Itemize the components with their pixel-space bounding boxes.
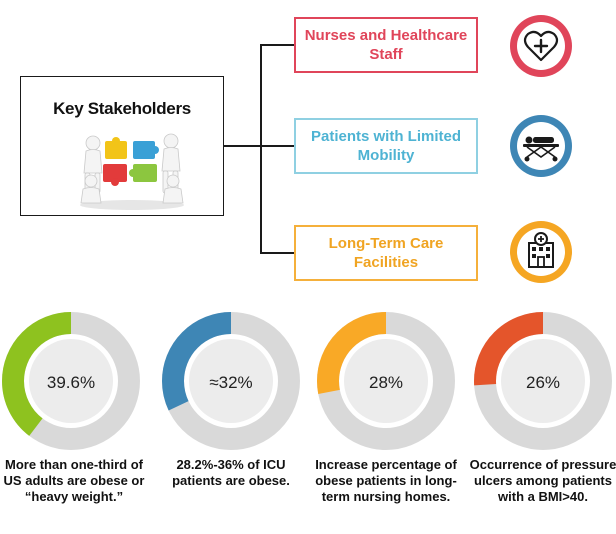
- stat-caption-4: Occurrence of pressure ulcers among pati…: [469, 457, 616, 504]
- donut-arc: [317, 312, 455, 450]
- key-stakeholders-box: Key Stakeholders: [20, 76, 224, 216]
- stakeholder-ltc-label: Long-Term Care Facilities: [328, 235, 444, 271]
- connector-line-patients: [260, 145, 294, 147]
- stat-donut-3: 28%: [317, 312, 455, 450]
- stat-donut-4: 26%: [474, 312, 612, 450]
- donut-inner: [189, 339, 273, 423]
- donut-inner: [344, 339, 428, 423]
- stakeholder-nurses-box: Nurses and Healthcare Staff: [294, 17, 478, 73]
- connector-line-nurses: [260, 44, 294, 46]
- donut-arc: [474, 312, 612, 450]
- stat-value: 26%: [526, 373, 560, 392]
- stretcher-icon: [510, 115, 572, 177]
- stat-caption-1: More than one-third of US adults are obe…: [3, 457, 145, 504]
- stakeholder-nurses-label: Nurses and Healthcare Staff: [304, 27, 468, 63]
- stat-value: ≈32%: [209, 373, 252, 392]
- stat-caption-2: 28.2%-36% of ICU patients are obese.: [172, 457, 290, 488]
- donut-arc: [162, 312, 300, 450]
- key-stakeholders-title: Key Stakeholders: [53, 99, 191, 118]
- stat-donut-1: 39.6%: [2, 312, 140, 450]
- stakeholder-ltc-box: Long-Term Care Facilities: [294, 225, 478, 281]
- stat-caption-3: Increase percentage of obese patients in…: [315, 457, 457, 504]
- heart-icon: [510, 15, 572, 77]
- stat-value: 28%: [369, 373, 403, 392]
- stat-donut-2: ≈32%: [162, 312, 300, 450]
- connector-line-main: [224, 145, 261, 147]
- donut-inner: [501, 339, 585, 423]
- puzzle-people-illustration: [80, 133, 184, 210]
- stakeholder-patients-label: Patients with Limited Mobility: [310, 128, 461, 164]
- hospital-icon: [510, 221, 572, 283]
- donut-inner: [29, 339, 113, 423]
- connector-line-ltc: [260, 252, 294, 254]
- donut-arc: [2, 312, 140, 450]
- stakeholder-patients-box: Patients with Limited Mobility: [294, 118, 478, 174]
- connector-line-vertical: [260, 44, 262, 254]
- stat-value: 39.6%: [47, 373, 95, 392]
